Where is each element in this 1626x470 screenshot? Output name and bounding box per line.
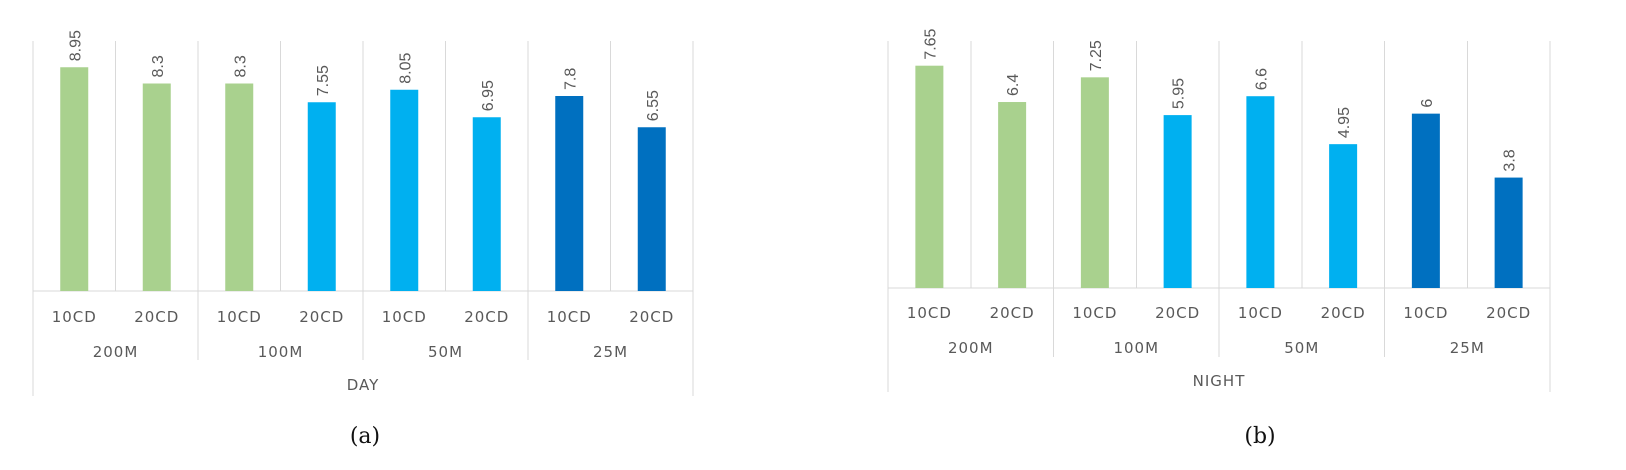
bar [472,117,501,291]
bar [307,102,336,291]
category-tick-label: 20CD [299,308,344,326]
category-tick-label: 10CD [217,308,262,326]
data-label: 7.55 [315,65,332,96]
caption-a: (a) [349,424,381,449]
bar [1411,113,1440,288]
category-tick-label: 20CD [134,308,179,326]
bar [637,127,666,291]
category-tick-label: 10CD [907,304,952,322]
category-tick-label: 20CD [1321,304,1366,322]
outer-tick-label: DAY [347,376,380,394]
category-tick-label: 20CD [1486,304,1531,322]
bar [225,83,254,291]
category-tick-label: 20CD [990,304,1035,322]
data-label: 8.3 [232,55,249,77]
data-label: 4.95 [1336,107,1353,138]
bar [915,65,944,288]
caption-b: (b) [1244,424,1276,449]
group-tick-label: 100M [1113,339,1159,357]
category-tick-label: 10CD [547,308,592,326]
group-tick-label: 25M [1450,339,1485,357]
bar [1080,77,1109,288]
data-label: 8.3 [150,55,167,77]
bar [555,96,584,291]
data-label: 5.95 [1171,78,1188,109]
category-tick-label: 10CD [1072,304,1117,322]
bar [1163,115,1192,288]
outer-tick-label: NIGHT [1193,372,1246,390]
category-tick-label: 10CD [382,308,427,326]
data-label: 6.4 [1005,74,1022,96]
group-tick-label: 200M [93,343,139,361]
group-tick-label: 200M [948,339,994,357]
bar [390,89,419,291]
data-label: 6.6 [1253,68,1270,90]
data-label: 3.8 [1502,149,1519,171]
bar [142,83,171,291]
data-label: 7.65 [922,28,939,59]
bar [1329,144,1358,288]
data-label: 7.8 [562,68,579,90]
group-tick-label: 25M [593,343,628,361]
category-tick-label: 20CD [1155,304,1200,322]
chart-day: 8.95 10CD 8.3 20CD 8.3 10CD 7.55 20CD 8.05 10CD 6.… [32,30,694,396]
data-label: 6.95 [480,80,497,111]
group-tick-label: 50M [1284,339,1319,357]
bar [1494,177,1523,288]
category-tick-label: 10CD [52,308,97,326]
category-tick-label: 10CD [1403,304,1448,322]
data-label: 7.25 [1088,40,1105,71]
chart-night: 7.65 10CD 6.4 20CD 7.25 10CD 5.95 20CD 6.6 10CD 4.… [887,28,1551,392]
category-tick-label: 20CD [464,308,509,326]
data-label: 6.55 [645,90,662,121]
data-label: 8.05 [397,53,414,84]
group-tick-label: 50M [428,343,463,361]
category-tick-label: 20CD [629,308,674,326]
category-tick-label: 10CD [1238,304,1283,322]
bar [998,102,1027,288]
data-label: 8.95 [67,30,84,61]
group-tick-label: 100M [258,343,304,361]
bar [60,67,89,291]
data-label: 6 [1419,99,1436,108]
bar [1246,96,1275,288]
